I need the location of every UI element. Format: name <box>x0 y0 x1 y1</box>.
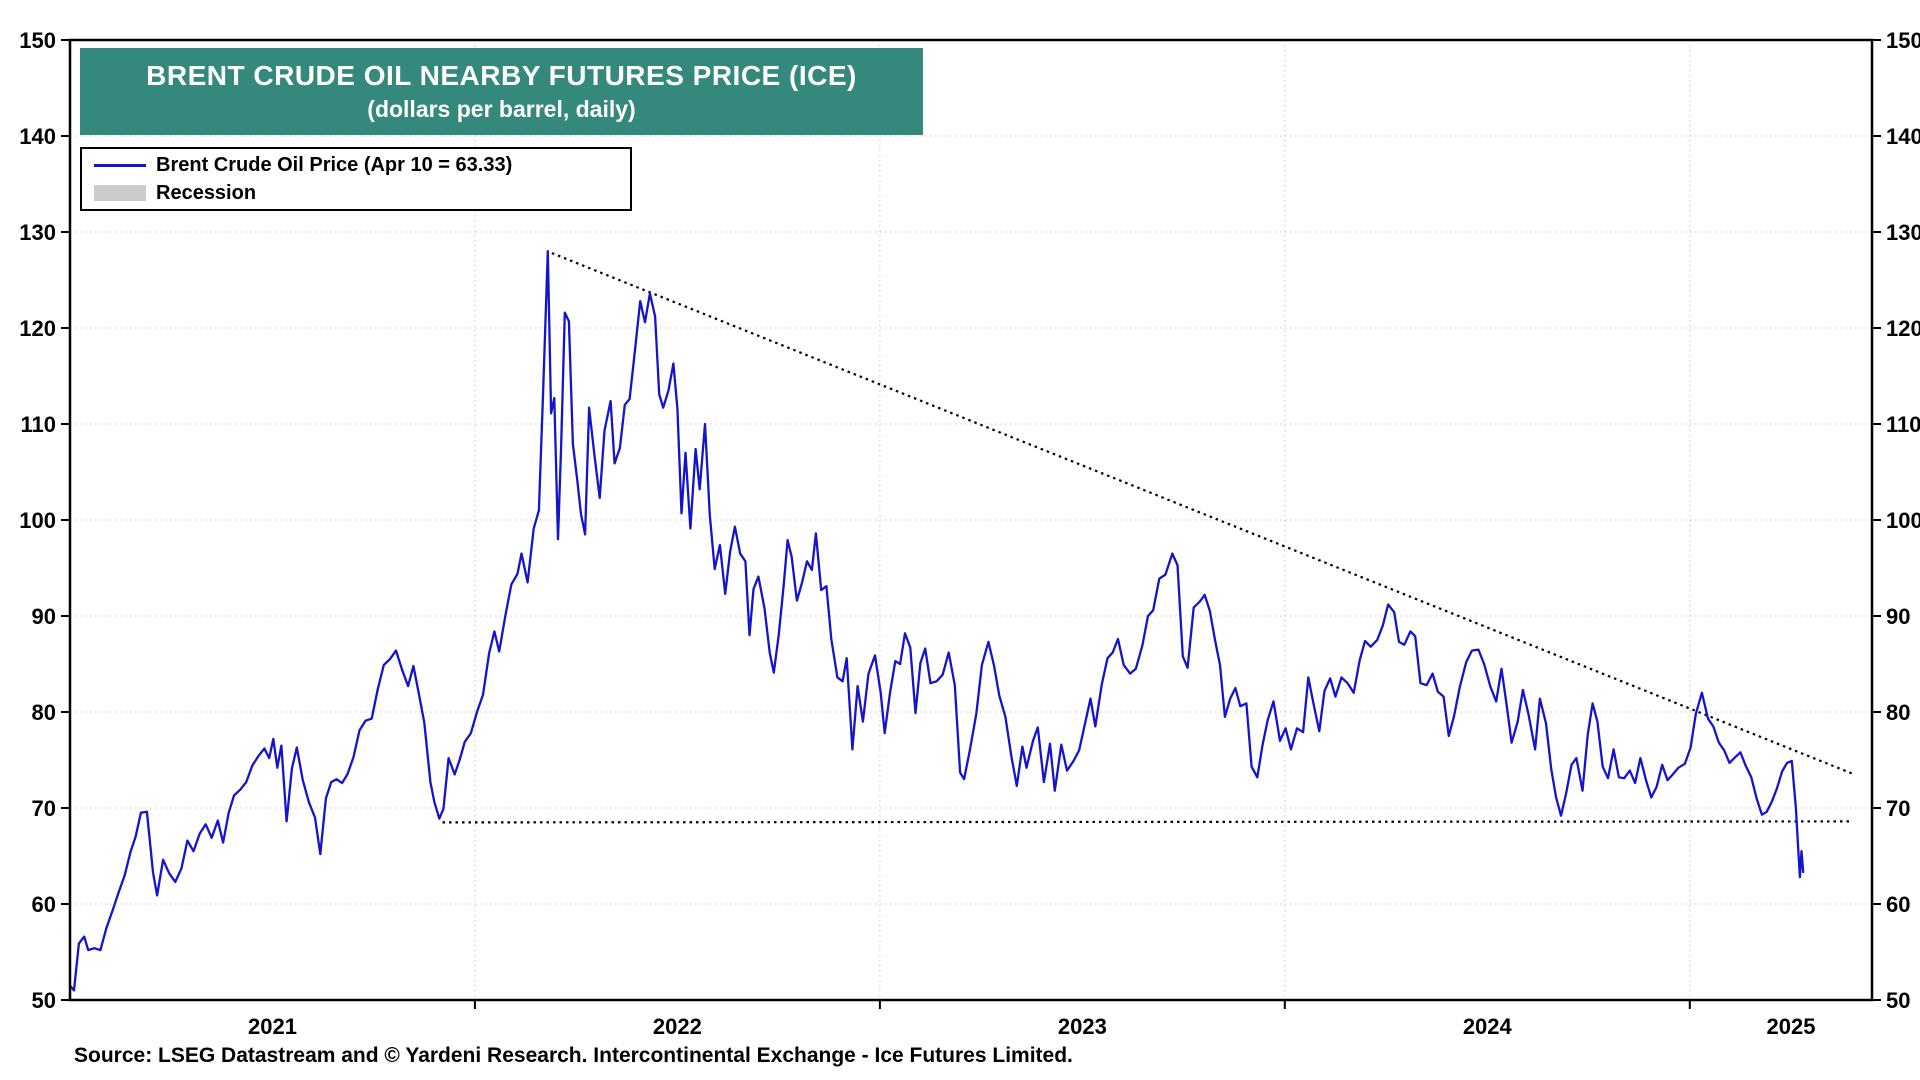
chart-title-box: BRENT CRUDE OIL NEARBY FUTURES PRICE (IC… <box>80 48 923 135</box>
legend: Brent Crude Oil Price (Apr 10 = 63.33) R… <box>80 147 632 211</box>
trendline-descending-resistance <box>551 252 1853 775</box>
y-tick-label-right: 80 <box>1886 700 1910 725</box>
y-tick-label-left: 50 <box>32 988 56 1013</box>
y-tick-label-left: 60 <box>32 892 56 917</box>
y-tick-label-left: 90 <box>32 604 56 629</box>
y-tick-label-right: 90 <box>1886 604 1910 629</box>
y-tick-label-right: 70 <box>1886 796 1910 821</box>
y-tick-label-right: 150 <box>1886 28 1920 53</box>
price-line <box>68 250 1805 992</box>
y-tick-label-right: 140 <box>1886 124 1920 149</box>
y-tick-label-left: 70 <box>32 796 56 821</box>
y-tick-label-left: 150 <box>19 28 56 53</box>
legend-row-price: Brent Crude Oil Price (Apr 10 = 63.33) <box>90 151 622 179</box>
legend-price-label: Brent Crude Oil Price (Apr 10 = 63.33) <box>156 153 513 176</box>
x-tick-label: 2023 <box>1058 1014 1107 1039</box>
y-tick-label-right: 110 <box>1886 412 1920 437</box>
y-tick-label-right: 60 <box>1886 892 1910 917</box>
y-tick-label-left: 110 <box>21 412 57 437</box>
chart-subtitle: (dollars per barrel, daily) <box>367 96 636 122</box>
y-tick-label-left: 100 <box>19 508 56 533</box>
legend-recession-label: Recession <box>156 181 257 204</box>
y-tick-label-right: 100 <box>1886 508 1920 533</box>
legend-recession-swatch <box>90 185 150 201</box>
y-tick-label-left: 120 <box>19 316 56 341</box>
trendline-horizontal-support <box>442 820 1852 824</box>
x-tick-label: 2021 <box>248 1014 297 1039</box>
x-tick-label: 2025 <box>1767 1014 1816 1039</box>
y-tick-label-right: 50 <box>1886 988 1910 1013</box>
source-attribution: Source: LSEG Datastream and © Yardeni Re… <box>74 1044 1073 1067</box>
y-tick-label-left: 140 <box>19 124 56 149</box>
y-tick-label-right: 130 <box>1886 220 1920 245</box>
x-tick-label: 2022 <box>653 1014 702 1039</box>
chart-title: BRENT CRUDE OIL NEARBY FUTURES PRICE (IC… <box>146 60 857 91</box>
legend-line-swatch <box>90 163 150 167</box>
y-tick-label-right: 120 <box>1886 316 1920 341</box>
x-tick-label: 2024 <box>1463 1014 1513 1039</box>
legend-row-recession: Recession <box>90 179 622 207</box>
y-tick-label-left: 80 <box>32 700 56 725</box>
y-tick-label-left: 130 <box>19 220 56 245</box>
